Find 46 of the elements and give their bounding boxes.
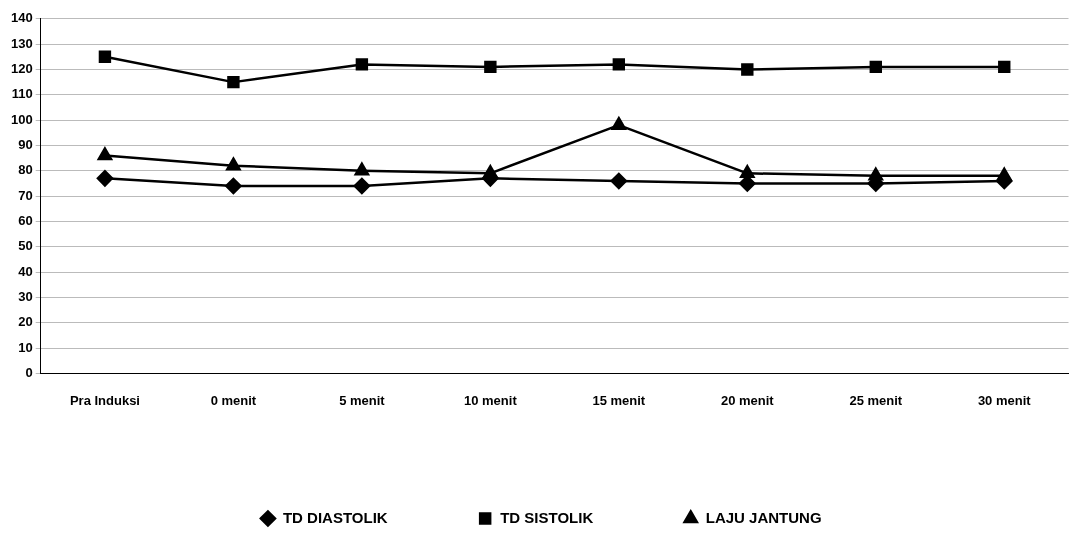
y-tick-label: 80 (18, 162, 33, 178)
point (98, 50, 112, 63)
y-tick-label: 20 (18, 314, 33, 330)
point (740, 165, 755, 179)
y-tick-label: 50 (18, 238, 33, 254)
point (741, 63, 754, 76)
point (226, 157, 241, 171)
point (484, 60, 497, 74)
y-tick-label: 40 (18, 263, 33, 279)
y-tick-label: 90 (18, 137, 33, 153)
point (998, 60, 1011, 74)
point (97, 147, 113, 161)
y-tick-label: 70 (18, 187, 33, 203)
x-tick-label: 5 menit (339, 392, 386, 408)
y-tick-label: 60 (18, 213, 33, 229)
x-tick-label: 30 menit (977, 392, 1032, 408)
point (483, 165, 498, 179)
point (225, 177, 242, 195)
y-tick-label: 110 (11, 86, 33, 102)
legend-label: TD DIASTOLIK (282, 508, 388, 526)
point (355, 58, 369, 71)
point (354, 162, 370, 176)
y-tick-label: 140 (10, 10, 33, 26)
point (611, 116, 627, 130)
y-tick-label: 30 (18, 288, 33, 304)
y-tick-label: 120 (10, 61, 33, 77)
point (353, 177, 371, 195)
x-tick-label: 15 menit (592, 392, 646, 408)
point (869, 60, 882, 74)
point (868, 167, 884, 181)
point (227, 75, 240, 89)
x-tick-label: 0 menit (210, 392, 257, 408)
y-tick-label: 130 (10, 35, 33, 51)
y-tick-label: 10 (18, 339, 33, 355)
x-tick-label: Pra Induksi (69, 392, 140, 408)
point (96, 170, 114, 187)
x-tick-label: 10 menit (463, 392, 518, 408)
point (612, 58, 626, 71)
x-tick-label: 25 menit (849, 392, 903, 408)
y-tick-label: 0 (25, 364, 33, 380)
y-tick-label: 100 (10, 111, 33, 127)
legend-label: TD SISTOLIK (500, 508, 594, 526)
point (610, 172, 628, 190)
legend-label: LAJU JANTUNG (705, 508, 822, 526)
x-tick-label: 20 menit (720, 392, 775, 408)
point (996, 167, 1012, 181)
